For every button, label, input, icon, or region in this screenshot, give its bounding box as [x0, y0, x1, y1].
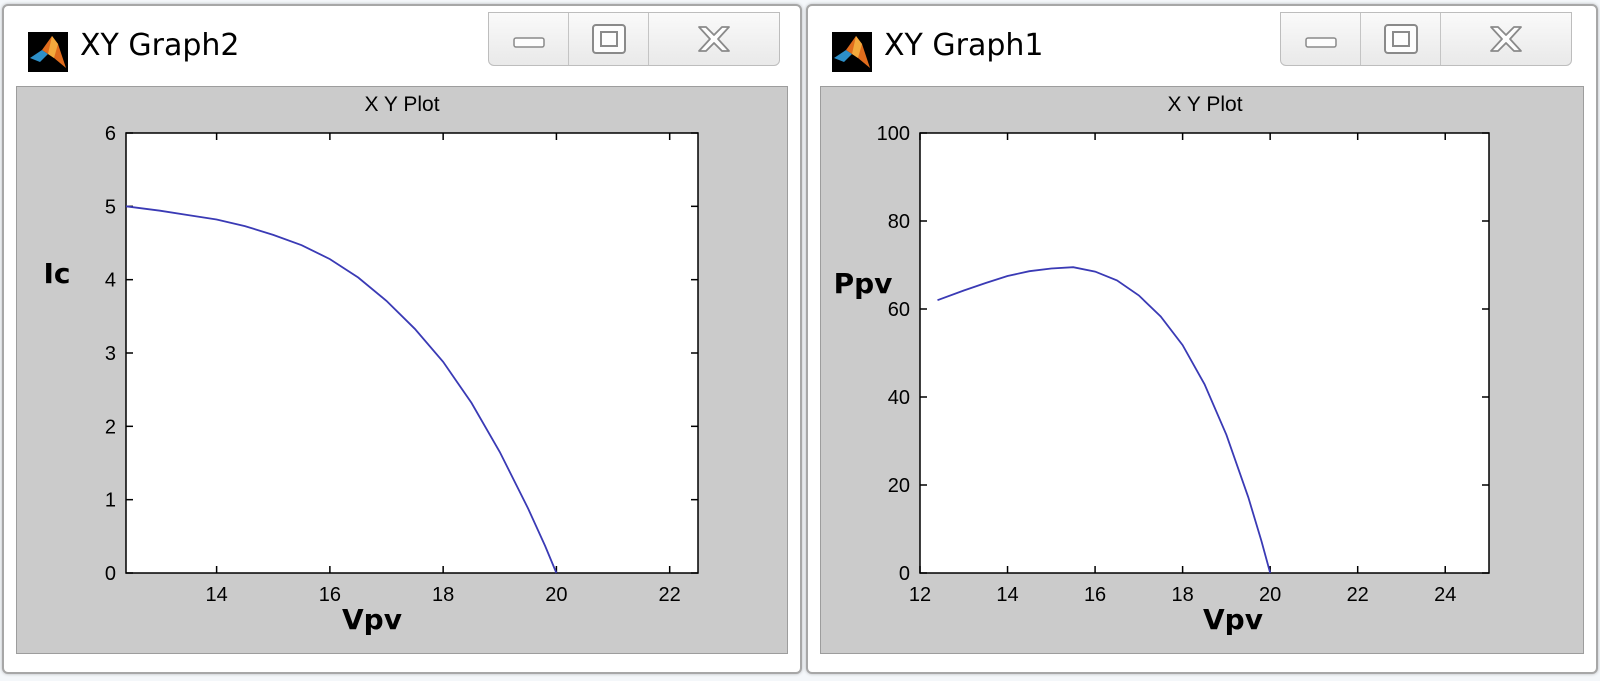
x-tick-label: 16	[1084, 584, 1106, 606]
xy-graph1-window[interactable]: XY Graph1 X Y Plot 1	[806, 4, 1598, 674]
title-bar[interactable]: XY Graph2	[4, 6, 800, 86]
window-title: XY Graph2	[80, 28, 240, 63]
close-icon	[1490, 26, 1522, 52]
maximize-button[interactable]	[569, 13, 649, 65]
matlab-icon	[28, 32, 68, 72]
xy-graph2-window[interactable]: XY Graph2 X Y Plot 1	[2, 4, 802, 674]
close-button[interactable]	[1441, 13, 1571, 65]
y-tick-label: 2	[105, 416, 116, 438]
close-button[interactable]	[649, 13, 779, 65]
x-axis-label: Vpv	[1203, 603, 1263, 636]
x-tick-label: 18	[432, 584, 454, 606]
y-tick-label: 40	[888, 387, 910, 409]
minimize-button[interactable]	[489, 13, 569, 65]
x-tick-label: 20	[1259, 584, 1281, 606]
y-axis-label: Ic	[43, 257, 70, 290]
caption-buttons	[488, 12, 780, 66]
minimize-button[interactable]	[1281, 13, 1361, 65]
y-tick-label: 0	[899, 563, 910, 585]
x-tick-label: 14	[205, 584, 227, 606]
y-tick-label: 5	[105, 196, 116, 218]
plot-area	[125, 132, 699, 574]
close-icon	[698, 26, 730, 52]
minimize-icon	[1304, 37, 1337, 48]
y-tick-label: 60	[888, 299, 910, 321]
y-axis-label: Ppv	[834, 267, 893, 300]
maximize-button[interactable]	[1361, 13, 1441, 65]
title-bar[interactable]: XY Graph1	[808, 6, 1596, 86]
y-tick-label: 3	[105, 343, 116, 365]
axis-ticks: 12 14 16 18 20 22 24 0 20 40 60 80 100	[877, 123, 1489, 606]
y-tick-label: 0	[105, 563, 116, 585]
x-tick-label: 20	[545, 584, 567, 606]
window-title: XY Graph1	[884, 28, 1044, 63]
x-tick-label: 22	[1347, 584, 1369, 606]
chart-title: X Y Plot	[1167, 93, 1242, 116]
y-tick-label: 20	[888, 475, 910, 497]
series-line	[125, 205, 558, 574]
series-line	[937, 266, 1272, 574]
y-tick-label: 80	[888, 211, 910, 233]
x-axis-label: Vpv	[342, 603, 402, 636]
axis-ticks: 14 16 18 20 22 0 1 2 3 4 5 6	[105, 123, 698, 606]
plot-panel: X Y Plot 14 16 18 20 22 0 1 2 3 4 5 6 Vpv Ic	[16, 86, 788, 654]
minimize-icon	[512, 37, 545, 48]
x-tick-label: 16	[319, 584, 341, 606]
y-tick-label: 1	[105, 490, 116, 512]
matlab-icon	[832, 32, 872, 72]
y-tick-label: 4	[105, 270, 116, 292]
x-tick-label: 22	[659, 584, 681, 606]
xy-plot: X Y Plot 14 16 18 20 22 0 1 2 3 4 5 6 Vpv Ic	[43, 93, 699, 636]
x-tick-label: 24	[1434, 584, 1456, 606]
plot-panel: X Y Plot 12 14 16 18 20 22 24 0 20 40 60 80 100 Vpv …	[820, 86, 1584, 654]
y-tick-label: 6	[105, 123, 116, 145]
maximize-icon	[591, 24, 626, 54]
plot-area	[919, 132, 1490, 574]
caption-buttons	[1280, 12, 1572, 66]
y-tick-label: 100	[877, 123, 910, 145]
x-tick-label: 18	[1171, 584, 1193, 606]
chart-title: X Y Plot	[364, 93, 439, 116]
maximize-icon	[1383, 24, 1418, 54]
x-tick-label: 14	[996, 584, 1018, 606]
x-tick-label: 12	[909, 584, 931, 606]
